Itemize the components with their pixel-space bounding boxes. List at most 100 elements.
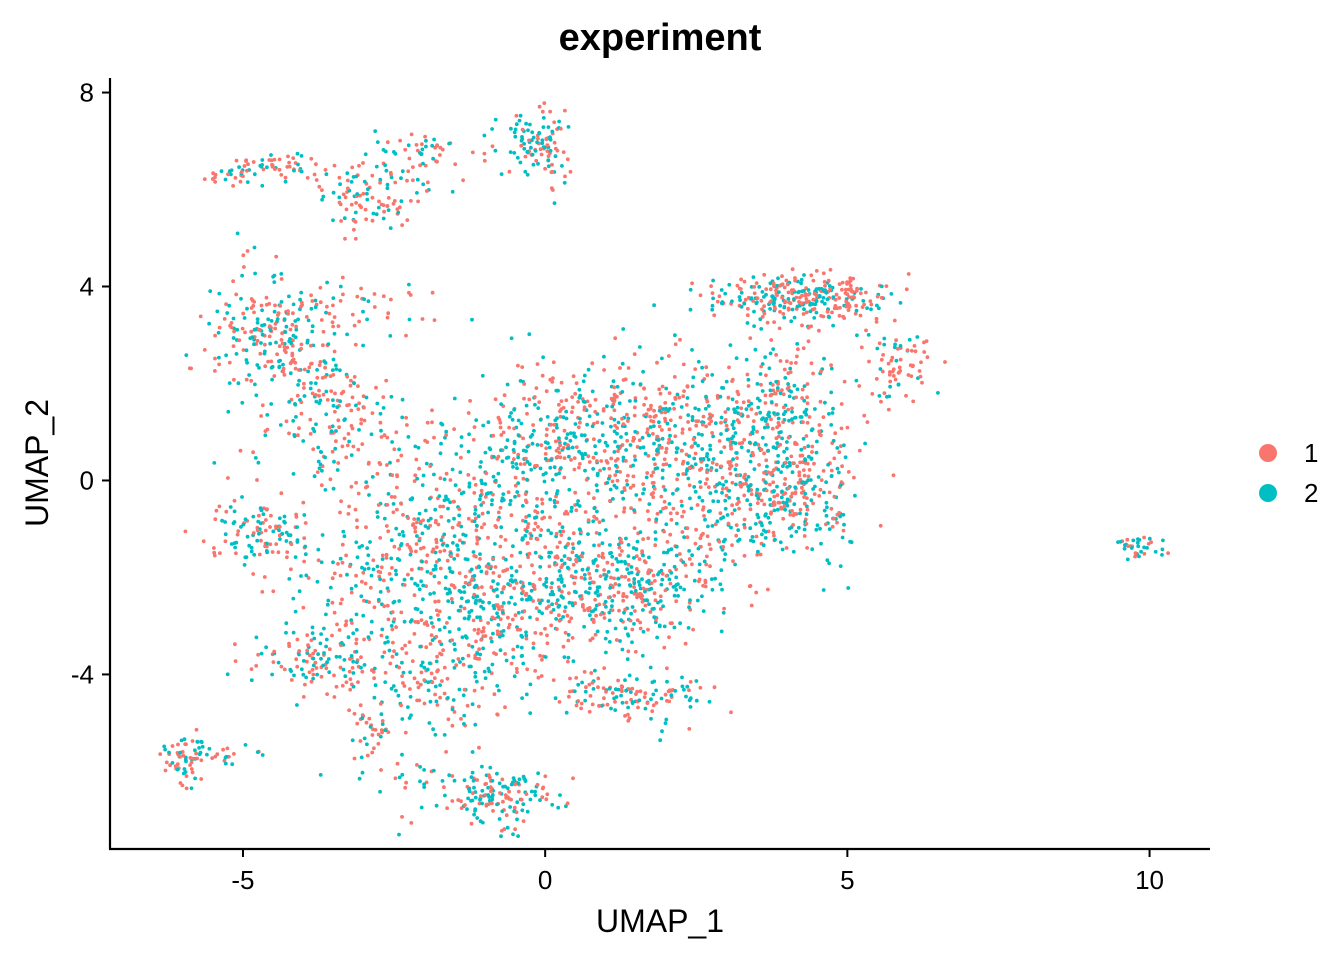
data-point xyxy=(516,455,520,460)
data-point xyxy=(567,694,571,699)
data-point xyxy=(528,615,532,620)
data-point xyxy=(544,491,549,495)
data-point xyxy=(666,441,671,445)
data-point xyxy=(434,518,438,523)
data-point xyxy=(726,407,730,411)
data-point xyxy=(576,425,581,430)
data-point xyxy=(774,353,778,357)
data-point xyxy=(427,496,432,501)
data-point xyxy=(478,552,482,556)
data-point xyxy=(379,565,384,570)
data-point xyxy=(611,497,615,501)
data-point xyxy=(369,432,374,437)
data-point xyxy=(498,425,503,430)
data-point xyxy=(529,789,534,794)
data-point xyxy=(170,761,175,765)
data-point xyxy=(748,526,753,531)
data-point xyxy=(276,550,281,555)
data-point xyxy=(711,457,716,461)
data-point xyxy=(516,610,521,615)
data-point xyxy=(622,610,626,615)
data-point xyxy=(607,476,611,481)
data-point xyxy=(453,162,458,167)
data-point xyxy=(478,794,483,799)
data-point xyxy=(525,525,530,530)
data-point xyxy=(579,575,584,580)
data-point xyxy=(559,580,564,584)
data-point xyxy=(304,315,309,319)
data-point xyxy=(673,333,677,338)
data-point xyxy=(435,654,439,659)
data-point xyxy=(865,306,869,310)
data-point xyxy=(413,444,418,449)
data-point xyxy=(786,290,791,295)
data-point xyxy=(667,463,672,468)
data-point xyxy=(531,162,536,167)
data-point xyxy=(503,652,507,656)
data-point xyxy=(365,197,370,202)
data-point xyxy=(525,541,530,546)
data-point xyxy=(383,670,388,675)
data-point xyxy=(651,432,655,436)
data-point xyxy=(711,278,715,283)
data-point xyxy=(543,166,547,171)
data-point xyxy=(823,400,827,405)
data-point xyxy=(685,461,690,466)
data-point xyxy=(648,406,653,411)
data-point xyxy=(553,418,558,423)
data-point xyxy=(539,674,544,678)
data-point xyxy=(263,544,267,549)
data-point xyxy=(730,511,735,516)
data-point xyxy=(608,499,612,503)
data-point xyxy=(665,421,670,426)
data-point xyxy=(778,391,783,396)
data-point xyxy=(381,406,386,410)
data-point xyxy=(199,777,204,781)
data-point xyxy=(690,562,694,567)
data-point xyxy=(598,574,603,578)
data-point xyxy=(637,557,642,561)
data-point xyxy=(302,394,307,398)
data-point xyxy=(723,291,728,296)
data-point xyxy=(562,554,567,558)
data-point xyxy=(840,535,845,540)
data-point xyxy=(181,753,186,758)
data-point xyxy=(535,504,539,508)
data-point xyxy=(641,586,646,591)
data-point xyxy=(680,503,684,508)
data-point xyxy=(620,361,625,366)
data-point xyxy=(428,642,433,646)
data-point xyxy=(311,672,316,677)
data-point xyxy=(660,384,665,389)
data-point xyxy=(514,581,519,585)
data-point xyxy=(310,631,315,635)
data-point xyxy=(535,496,539,501)
data-point xyxy=(256,327,261,332)
data-point xyxy=(404,415,408,420)
data-point xyxy=(341,292,345,297)
data-point xyxy=(782,504,787,508)
data-point xyxy=(854,308,859,313)
data-point xyxy=(686,476,691,481)
data-point xyxy=(318,285,323,290)
data-point xyxy=(731,559,735,563)
data-point xyxy=(595,488,600,493)
data-point xyxy=(386,640,390,644)
data-point xyxy=(367,493,371,497)
data-point xyxy=(674,588,679,592)
data-point xyxy=(644,475,649,480)
data-point xyxy=(813,407,817,411)
data-point xyxy=(722,445,727,449)
data-point xyxy=(486,793,491,797)
data-point xyxy=(553,504,557,509)
data-point xyxy=(760,389,765,393)
data-point xyxy=(693,367,698,371)
data-point xyxy=(509,573,514,578)
data-point xyxy=(805,546,809,550)
data-point xyxy=(742,525,747,530)
data-point xyxy=(527,594,532,599)
data-point xyxy=(593,444,597,449)
data-point xyxy=(224,509,229,514)
data-point xyxy=(577,558,582,563)
data-point xyxy=(612,450,617,454)
